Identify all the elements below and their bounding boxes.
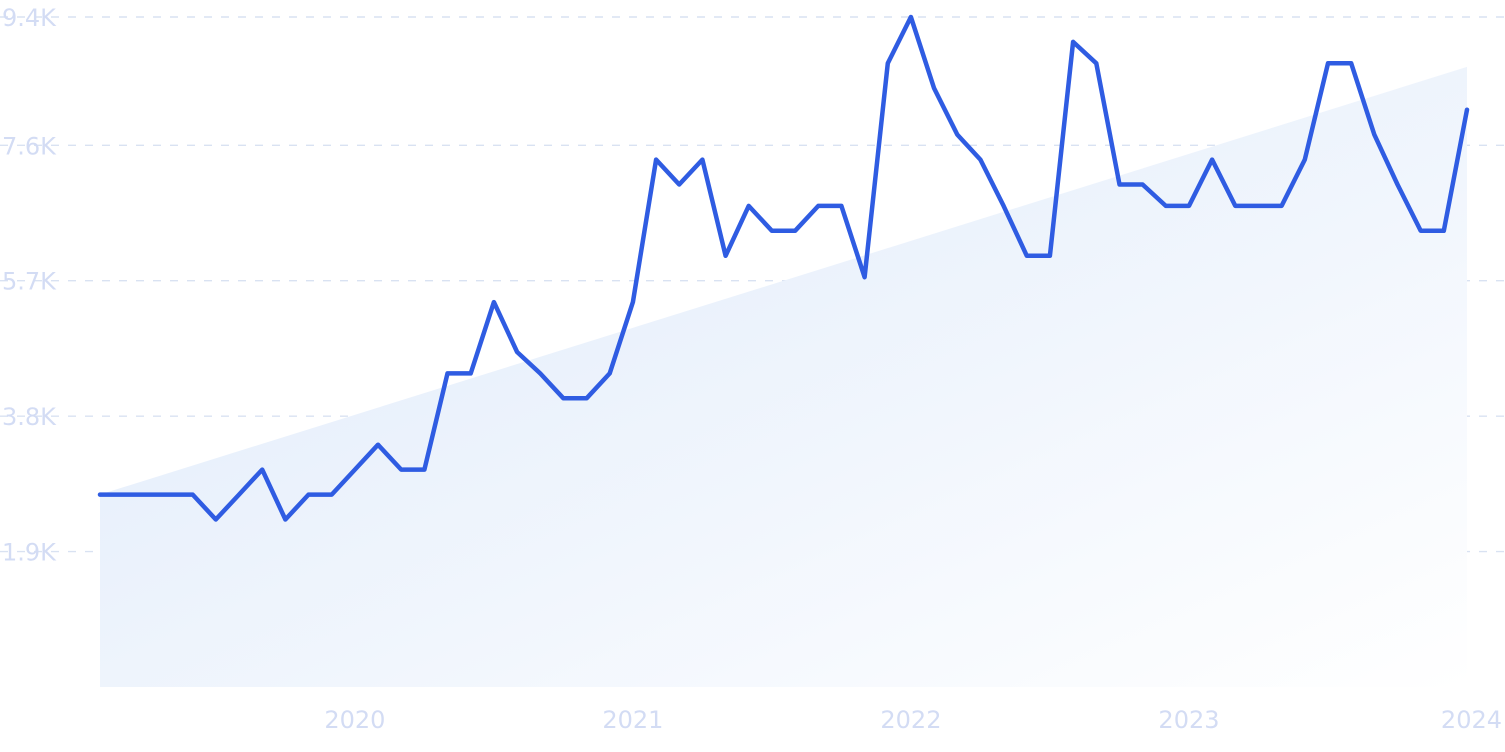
x-tick-label: 2022 [880, 706, 941, 734]
x-tick-label: 2021 [602, 706, 663, 734]
series-layer [97, 14, 1470, 522]
y-tick-label: 3.8K [2, 403, 57, 431]
y-axis-ticks: 1.9K 3.8K 5.7K 7.6K 9.4K [2, 4, 57, 567]
x-tick-label: 2023 [1158, 706, 1219, 734]
x-axis-ticks: 2020 2021 2022 2023 2024 [324, 706, 1502, 734]
y-tick-label: 1.9K [2, 539, 57, 567]
y-tick-label: 7.6K [2, 132, 57, 160]
x-tick-label: 2020 [324, 706, 385, 734]
y-tick-label: 5.7K [2, 268, 57, 296]
x-tick-label: 2024 [1441, 706, 1502, 734]
trend-area [100, 66, 1467, 687]
y-tick-label: 9.4K [2, 4, 57, 32]
series-line [97, 14, 1470, 522]
